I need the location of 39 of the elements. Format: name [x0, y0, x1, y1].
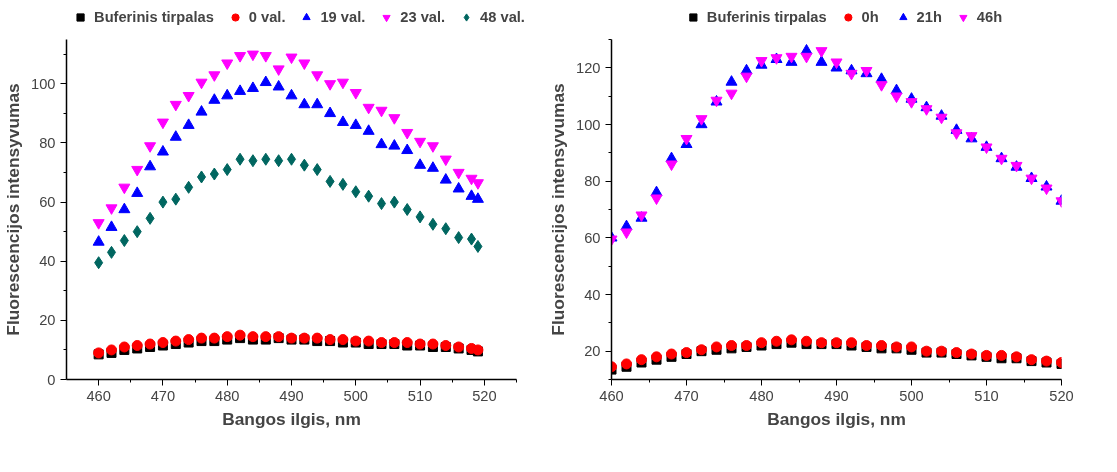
x-tick-label: 480	[214, 387, 240, 404]
x-axis-title: Bangos ilgis, nm	[767, 408, 906, 429]
x-tick-label: 480	[749, 387, 774, 404]
y-tick-label: 120	[576, 59, 601, 76]
legend-label: 19 val.	[320, 9, 366, 25]
x-tick-label: 510	[407, 387, 433, 404]
y-tick-label: 80	[39, 134, 56, 151]
x-tick-label: 470	[150, 387, 176, 404]
legend-label: Buferinis tirpalas	[706, 9, 827, 25]
legend-label: 23 val.	[400, 9, 446, 25]
legend-label: Buferinis tirpalas	[94, 9, 214, 25]
y-tick-label: 20	[584, 343, 601, 360]
x-tick-label: 460	[599, 387, 624, 404]
x-tick-label: 500	[343, 387, 369, 404]
x-axis-title: Bangos ilgis, nm	[222, 408, 361, 429]
x-tick-label: 500	[899, 387, 924, 404]
y-tick-label: 100	[576, 116, 601, 133]
x-tick-label: 520	[472, 387, 497, 404]
y-tick-label: 0	[47, 371, 56, 388]
x-tick-label: 470	[674, 387, 699, 404]
y-tick-label: 20	[39, 312, 56, 329]
y-tick-label: 60	[584, 229, 601, 246]
y-axis-title: Fluorescencijos intensyvumas	[3, 83, 24, 336]
legend-label: 0 val.	[248, 9, 286, 25]
legend-label: 48 val.	[480, 9, 525, 25]
x-tick-label: 490	[279, 387, 304, 404]
x-tick-label: 490	[824, 387, 849, 404]
y-tick-label: 40	[584, 286, 601, 303]
y-tick-label: 60	[39, 194, 56, 211]
y-tick-label: 100	[31, 75, 56, 92]
y-tick-label: 40	[39, 253, 56, 270]
legend-label: 46h	[976, 9, 1003, 25]
y-tick-label: 80	[584, 173, 601, 190]
y-axis-title: Fluorescencijos intensyvumas	[548, 83, 569, 336]
legend-label: 0h	[861, 9, 880, 25]
x-tick-label: 460	[86, 387, 111, 404]
x-tick-label: 520	[1049, 387, 1074, 404]
legend-label: 21h	[916, 9, 942, 25]
x-tick-label: 510	[974, 387, 999, 404]
